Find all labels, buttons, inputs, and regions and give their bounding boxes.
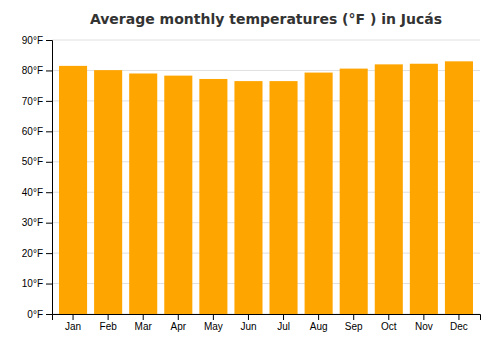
tick-label: Nov — [415, 321, 433, 332]
bar — [234, 81, 262, 314]
tick-mark — [46, 162, 52, 163]
bar — [199, 79, 227, 314]
chart: 0°F 10°F 20°F 30°F 40°F 50°F 60°F 70°F 80°F 90°F J… — [0, 0, 500, 350]
tick-label: 50°F — [22, 156, 43, 167]
tick-label: 30°F — [22, 217, 43, 228]
bar — [94, 70, 122, 314]
tick-label: Jan — [65, 321, 81, 332]
axis-line — [46, 41, 53, 315]
tick: Mar — [135, 314, 153, 332]
tick: 0°F — [27, 309, 52, 320]
tick-label: 20°F — [22, 248, 43, 259]
tick-mark — [46, 223, 52, 224]
tick-label: 80°F — [22, 65, 43, 76]
tick-mark — [46, 70, 52, 71]
tick-label: 70°F — [22, 96, 43, 107]
tick-mark — [353, 314, 354, 320]
x-axis: Jan Feb Mar Apr May Jun Jul Aug Sep Oct Nov Dec — [53, 314, 481, 332]
tick: 60°F — [22, 126, 52, 137]
bar — [270, 81, 298, 314]
tick-mark — [423, 314, 424, 320]
tick-label: Jul — [277, 321, 290, 332]
tick-label: Dec — [450, 321, 468, 332]
tick-mark — [46, 314, 52, 315]
tick-mark — [143, 314, 144, 320]
title: Average monthly temperatures (°F ) in Ju… — [90, 11, 442, 27]
tick-label: 40°F — [22, 187, 43, 198]
bar — [305, 73, 333, 314]
tick-label: 10°F — [22, 278, 43, 289]
tick-label: 60°F — [22, 126, 43, 137]
tick: 90°F — [22, 35, 52, 46]
tick-mark — [318, 314, 319, 320]
tick: Feb — [100, 314, 118, 332]
bar — [164, 76, 192, 314]
tick: 10°F — [22, 278, 52, 289]
tick-mark — [46, 284, 52, 285]
tick: Jan — [65, 314, 81, 332]
tick-label: 0°F — [27, 309, 43, 320]
tick-mark — [213, 314, 214, 320]
bar — [410, 64, 438, 314]
tick-mark — [73, 314, 74, 320]
tick-label: May — [204, 321, 223, 332]
bar — [129, 73, 157, 314]
tick: Apr — [171, 314, 187, 332]
tick-label: Aug — [310, 321, 328, 332]
grid-line — [52, 40, 480, 41]
bar — [445, 61, 473, 314]
tick-label: 90°F — [22, 35, 43, 46]
axis-line — [53, 315, 481, 321]
bar — [340, 69, 368, 314]
tick-label: Oct — [381, 321, 397, 332]
tick: Aug — [310, 314, 328, 332]
tick-mark — [46, 101, 52, 102]
tick-mark — [178, 314, 179, 320]
tick-mark — [46, 253, 52, 254]
tick-mark — [46, 192, 52, 193]
tick-mark — [46, 131, 52, 132]
tick-mark — [46, 40, 52, 41]
tick: 70°F — [22, 96, 52, 107]
plot-area — [59, 61, 473, 314]
tick: 20°F — [22, 248, 52, 259]
tick: Nov — [415, 314, 433, 332]
tick: 80°F — [22, 65, 52, 76]
tick: Oct — [381, 314, 397, 332]
tick: Jun — [240, 314, 256, 332]
tick: 30°F — [22, 217, 52, 228]
bar — [59, 66, 87, 314]
tick-label: Apr — [171, 321, 187, 332]
tick-mark — [458, 314, 459, 320]
tick-mark — [108, 314, 109, 320]
bar — [375, 64, 403, 314]
tick-label: Mar — [135, 321, 153, 332]
tick-mark — [388, 314, 389, 320]
y-axis: 0°F 10°F 20°F 30°F 40°F 50°F 60°F 70°F 80°F 90°F — [22, 35, 53, 320]
grid — [52, 40, 480, 314]
tick: 50°F — [22, 156, 52, 167]
tick-mark — [248, 314, 249, 320]
tick-label: Feb — [100, 321, 118, 332]
tick-label: Sep — [345, 321, 363, 332]
tick-label: Jun — [240, 321, 256, 332]
tick: Jul — [277, 314, 290, 332]
tick-mark — [283, 314, 284, 320]
tick: Dec — [450, 314, 468, 332]
tick: Sep — [345, 314, 363, 332]
tick: 40°F — [22, 187, 52, 198]
tick: May — [204, 314, 223, 332]
